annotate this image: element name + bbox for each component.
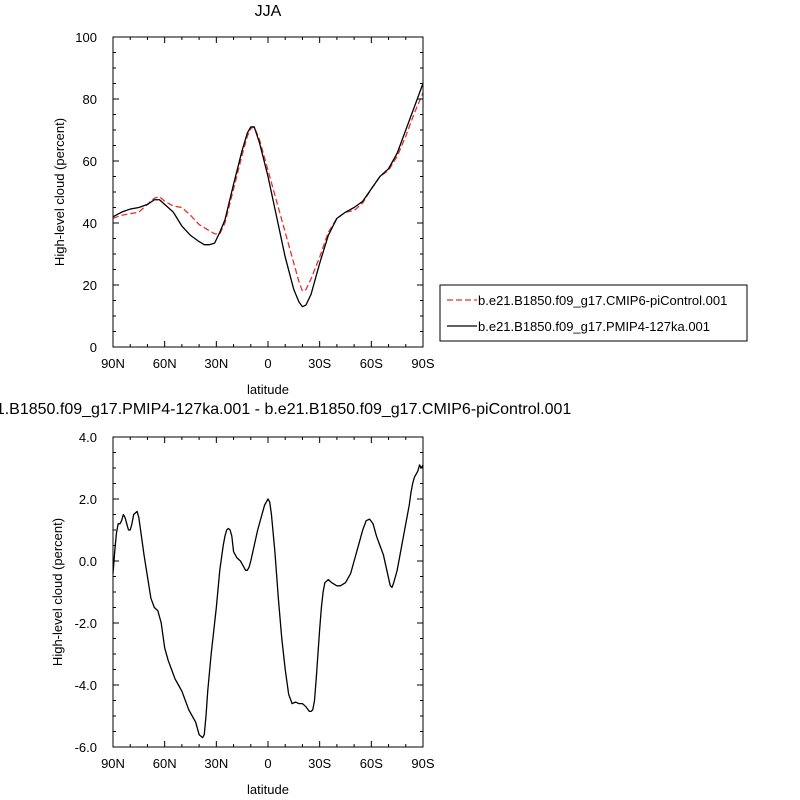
top-y-axis-label: High-level cloud (percent) [52,118,67,266]
top-x-tick-label: 0 [264,356,271,371]
bottom-x-tick-label: 30S [308,756,331,771]
chart-bottom: b.e21.B1850.f09_g17.PMIP4-127ka.001 - b.… [0,401,571,797]
legend-box [439,284,748,342]
top-plot-frame [112,36,424,348]
top-y-tick-labels: 0 20 40 60 80 100 [75,30,97,355]
bottom-plot-frame [112,436,424,748]
bottom-x-tick-labels: 90N 60N 30N 0 30S 60S 90S [101,756,435,771]
bottom-y-tick-labels: -6.0 -4.0 -2.0 0.0 2.0 4.0 [75,430,97,755]
bottom-y-tick-label: -4.0 [75,678,97,693]
bottom-y-tick-label: -2.0 [75,616,97,631]
legend-label-picontrol: b.e21.B1850.f09_g17.CMIP6-piControl.001 [478,293,727,308]
top-y-tick-label: 40 [83,216,97,231]
chart-top: JJA 90N 60N 30N 0 30S 60S 90S 0 20 40 60 80 100 lat… [52,3,748,397]
top-x-axis-label: latitude [247,382,289,397]
top-ticks-group [112,36,424,348]
bottom-y-axis-label: High-level cloud (percent) [50,518,65,666]
bottom-y-tick-label: 4.0 [79,430,97,445]
bottom-title: b.e21.B1850.f09_g17.PMIP4-127ka.001 - b.… [0,401,571,418]
top-y-tick-label: 20 [83,278,97,293]
bottom-x-tick-label: 30N [204,756,228,771]
legend: b.e21.B1850.f09_g17.CMIP6-piControl.001 … [439,284,748,342]
bottom-x-tick-label: 60S [360,756,383,771]
top-x-tick-label: 90N [101,356,125,371]
legend-label-127ka: b.e21.B1850.f09_g17.PMIP4-127ka.001 [478,319,710,334]
bottom-x-tick-label: 60N [153,756,177,771]
top-x-tick-label: 60S [360,356,383,371]
top-series-line-1 [112,83,424,308]
bottom-y-tick-label: 0.0 [79,554,97,569]
bottom-ticks-group [112,436,424,748]
bottom-series-group [112,464,424,739]
bottom-y-tick-label: -6.0 [75,740,97,755]
top-x-tick-label: 90S [411,356,434,371]
top-x-tick-label: 30S [308,356,331,371]
top-series-line-0 [112,92,424,292]
top-y-tick-label: 100 [75,30,97,45]
top-x-tick-label: 30N [204,356,228,371]
top-title: JJA [255,3,282,20]
top-y-tick-label: 0 [90,340,97,355]
bottom-x-tick-label: 90N [101,756,125,771]
top-y-tick-label: 80 [83,92,97,107]
bottom-x-tick-label: 90S [411,756,434,771]
top-x-tick-labels: 90N 60N 30N 0 30S 60S 90S [101,356,435,371]
bottom-x-tick-label: 0 [264,756,271,771]
top-x-tick-label: 60N [153,356,177,371]
top-y-tick-label: 60 [83,154,97,169]
bottom-y-tick-label: 2.0 [79,492,97,507]
top-series-group [112,83,424,308]
bottom-series-line-0 [112,464,424,739]
bottom-x-axis-label: latitude [247,782,289,797]
